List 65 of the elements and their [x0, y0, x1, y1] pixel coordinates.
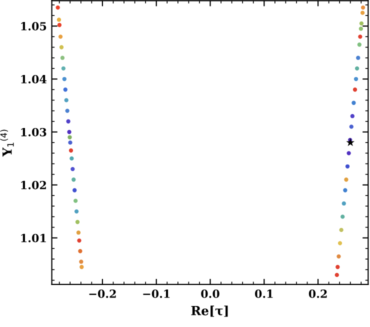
- point: [339, 228, 344, 232]
- point: [70, 156, 74, 161]
- point: [352, 100, 356, 105]
- y-axis-title: Y$_{1}$$^{(4)}$: [0, 130, 14, 157]
- point: [77, 238, 82, 243]
- y-tick-label: 1.04: [21, 75, 46, 84]
- point: [60, 56, 65, 60]
- point: [358, 26, 364, 31]
- point: [352, 88, 358, 92]
- x-tick-label: 0.0: [201, 290, 220, 298]
- point: [68, 140, 72, 145]
- x-tick-label: 0.1: [254, 290, 273, 298]
- point: [61, 66, 66, 71]
- point: [56, 18, 62, 22]
- point: [56, 5, 60, 10]
- point: [67, 130, 72, 134]
- point: [64, 98, 68, 102]
- point: [72, 178, 76, 182]
- y-tick-label: 1.02: [21, 180, 46, 190]
- point: [68, 148, 74, 153]
- x-tick-label: 0.2: [308, 290, 327, 298]
- point: [80, 264, 84, 270]
- point: [63, 88, 68, 92]
- x-axis-title: Re[τ]: [191, 306, 228, 317]
- point: [350, 114, 354, 118]
- point: [79, 260, 84, 264]
- x-tick-label: −0.1: [143, 290, 170, 298]
- point: [59, 45, 64, 50]
- point: [76, 230, 81, 235]
- point: [360, 10, 365, 15]
- point: [343, 188, 348, 192]
- point: [74, 209, 79, 214]
- y-tick-label: 1.05: [21, 22, 46, 30]
- point: [57, 22, 62, 28]
- point: [349, 124, 354, 129]
- point: [72, 188, 77, 192]
- point: [68, 135, 72, 140]
- point: [342, 201, 346, 206]
- point: [359, 21, 364, 26]
- point: [345, 164, 350, 168]
- point: [78, 249, 82, 254]
- point: [354, 66, 360, 71]
- point: [65, 108, 70, 113]
- point: [62, 76, 66, 82]
- point: [58, 34, 63, 39]
- point: [336, 264, 340, 270]
- point: [360, 5, 366, 10]
- point: [70, 166, 75, 172]
- point: [73, 198, 78, 203]
- point: [346, 138, 355, 146]
- point: [358, 34, 362, 39]
- point: [356, 56, 360, 60]
- point: [344, 178, 348, 182]
- point: [75, 220, 80, 224]
- point: [334, 272, 339, 278]
- point: [336, 254, 341, 259]
- x-tick-label: −0.2: [89, 290, 116, 298]
- point: [357, 42, 362, 47]
- point: [346, 151, 351, 156]
- point: [354, 76, 358, 82]
- point: [66, 119, 70, 124]
- y-tick-label: 1.03: [21, 128, 46, 136]
- y-tick-label: 1.01: [21, 234, 46, 242]
- point: [340, 214, 345, 219]
- point: [338, 241, 342, 246]
